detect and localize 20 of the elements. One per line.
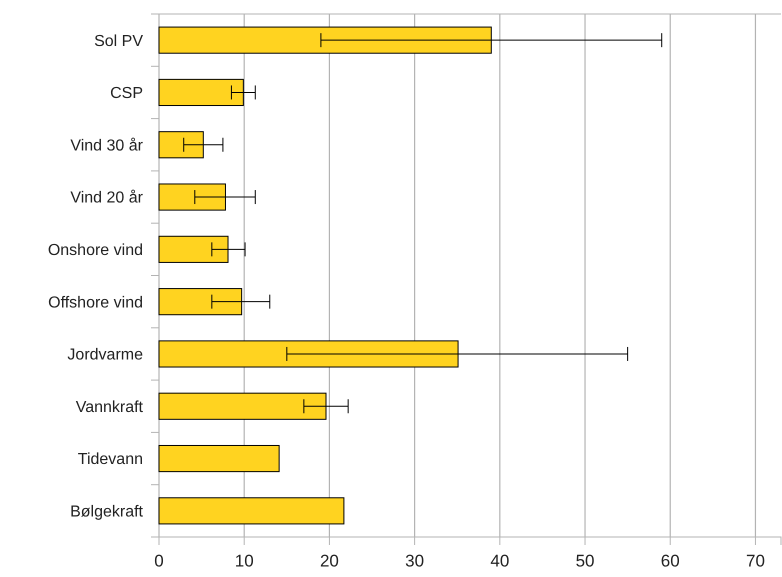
bar bbox=[158, 444, 280, 472]
y-tick-label: CSP bbox=[110, 85, 143, 102]
y-tick-label: Vind 30 år bbox=[70, 137, 144, 154]
y-tick-label: Tidevann bbox=[78, 451, 143, 468]
y-tick-label: Sol PV bbox=[94, 32, 144, 50]
x-tick-label: 40 bbox=[490, 552, 510, 571]
y-tick-label: Jordvarme bbox=[67, 346, 144, 364]
x-tick-label: 30 bbox=[405, 552, 424, 571]
y-tick-label: Offshore vind bbox=[48, 294, 143, 312]
x-tick-label: 0 bbox=[154, 552, 164, 571]
x-tick-label: 60 bbox=[660, 552, 680, 571]
x-tick-label: 70 bbox=[746, 552, 765, 571]
x-tick-label: 50 bbox=[576, 552, 594, 571]
x-tick-label: 20 bbox=[320, 552, 339, 571]
y-tick-label: Vind 20 år bbox=[70, 190, 144, 207]
y-tick-label: Vannkraft bbox=[76, 398, 144, 416]
y-tick-label: Bølgekraft bbox=[70, 503, 144, 520]
bar bbox=[158, 497, 344, 524]
y-tick-label: Onshore vind bbox=[48, 242, 143, 259]
x-tick-label: 10 bbox=[234, 552, 254, 571]
